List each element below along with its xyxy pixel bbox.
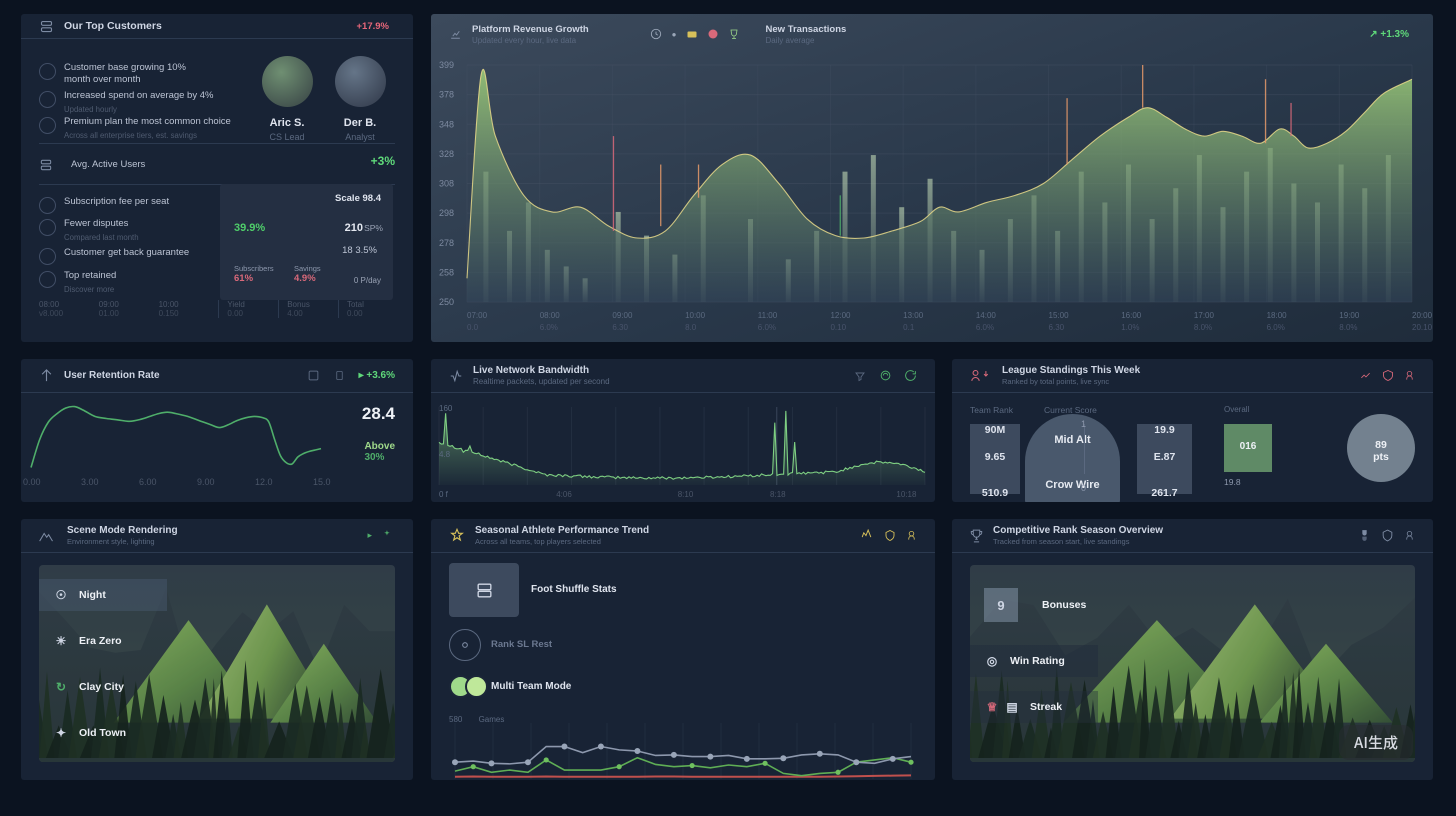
svg-text:6.0%: 6.0%: [758, 323, 776, 332]
svg-text:8.0: 8.0: [685, 323, 697, 332]
svg-text:0.1: 0.1: [903, 323, 915, 332]
svg-text:08:00: 08:00: [540, 311, 561, 320]
svg-text:11:00: 11:00: [758, 311, 778, 320]
svg-text:6.0%: 6.0%: [540, 323, 558, 332]
svg-text:10:18: 10:18: [896, 490, 917, 499]
svg-text:10:00: 10:00: [685, 311, 706, 320]
svg-text:18:00: 18:00: [1267, 311, 1288, 320]
svg-text:4.8: 4.8: [439, 450, 451, 459]
svg-text:12:00: 12:00: [830, 311, 851, 320]
svg-text:07:00: 07:00: [467, 311, 488, 320]
svg-text:399: 399: [439, 60, 454, 70]
svg-text:328: 328: [439, 149, 454, 159]
svg-text:12.0: 12.0: [255, 477, 273, 487]
svg-text:0.00: 0.00: [23, 477, 41, 487]
svg-text:9.00: 9.00: [197, 477, 215, 487]
svg-text:308: 308: [439, 179, 454, 189]
svg-text:15:00: 15:00: [1049, 311, 1070, 320]
svg-text:3.00: 3.00: [81, 477, 99, 487]
svg-text:8.0%: 8.0%: [1339, 323, 1357, 332]
svg-text:278: 278: [439, 238, 454, 248]
svg-text:15.0: 15.0: [313, 477, 331, 487]
svg-text:160: 160: [439, 404, 453, 413]
svg-text:0.10: 0.10: [830, 323, 846, 332]
svg-text:0 f: 0 f: [439, 490, 449, 499]
svg-text:6.30: 6.30: [1049, 323, 1065, 332]
svg-text:298: 298: [439, 208, 454, 218]
svg-text:16:00: 16:00: [1121, 311, 1142, 320]
svg-text:8.0%: 8.0%: [1194, 323, 1212, 332]
svg-text:13:00: 13:00: [903, 311, 924, 320]
svg-text:6.30: 6.30: [612, 323, 628, 332]
svg-text:14:00: 14:00: [976, 311, 997, 320]
svg-text:09:00: 09:00: [612, 311, 633, 320]
svg-text:258: 258: [439, 267, 454, 277]
svg-text:1.0%: 1.0%: [1121, 323, 1139, 332]
svg-text:20:00: 20:00: [1412, 311, 1433, 320]
svg-text:0.0: 0.0: [467, 323, 479, 332]
svg-text:348: 348: [439, 119, 454, 129]
svg-text:250: 250: [439, 297, 454, 307]
svg-text:6.0%: 6.0%: [976, 323, 994, 332]
svg-text:8:10: 8:10: [678, 490, 694, 499]
svg-text:6.0%: 6.0%: [1267, 323, 1285, 332]
svg-text:17:00: 17:00: [1194, 311, 1215, 320]
svg-text:6.00: 6.00: [139, 477, 157, 487]
svg-text:8:18: 8:18: [770, 490, 786, 499]
svg-text:378: 378: [439, 90, 454, 100]
svg-text:4:06: 4:06: [556, 490, 572, 499]
svg-text:20.10: 20.10: [1412, 323, 1433, 332]
svg-text:19:00: 19:00: [1339, 311, 1360, 320]
